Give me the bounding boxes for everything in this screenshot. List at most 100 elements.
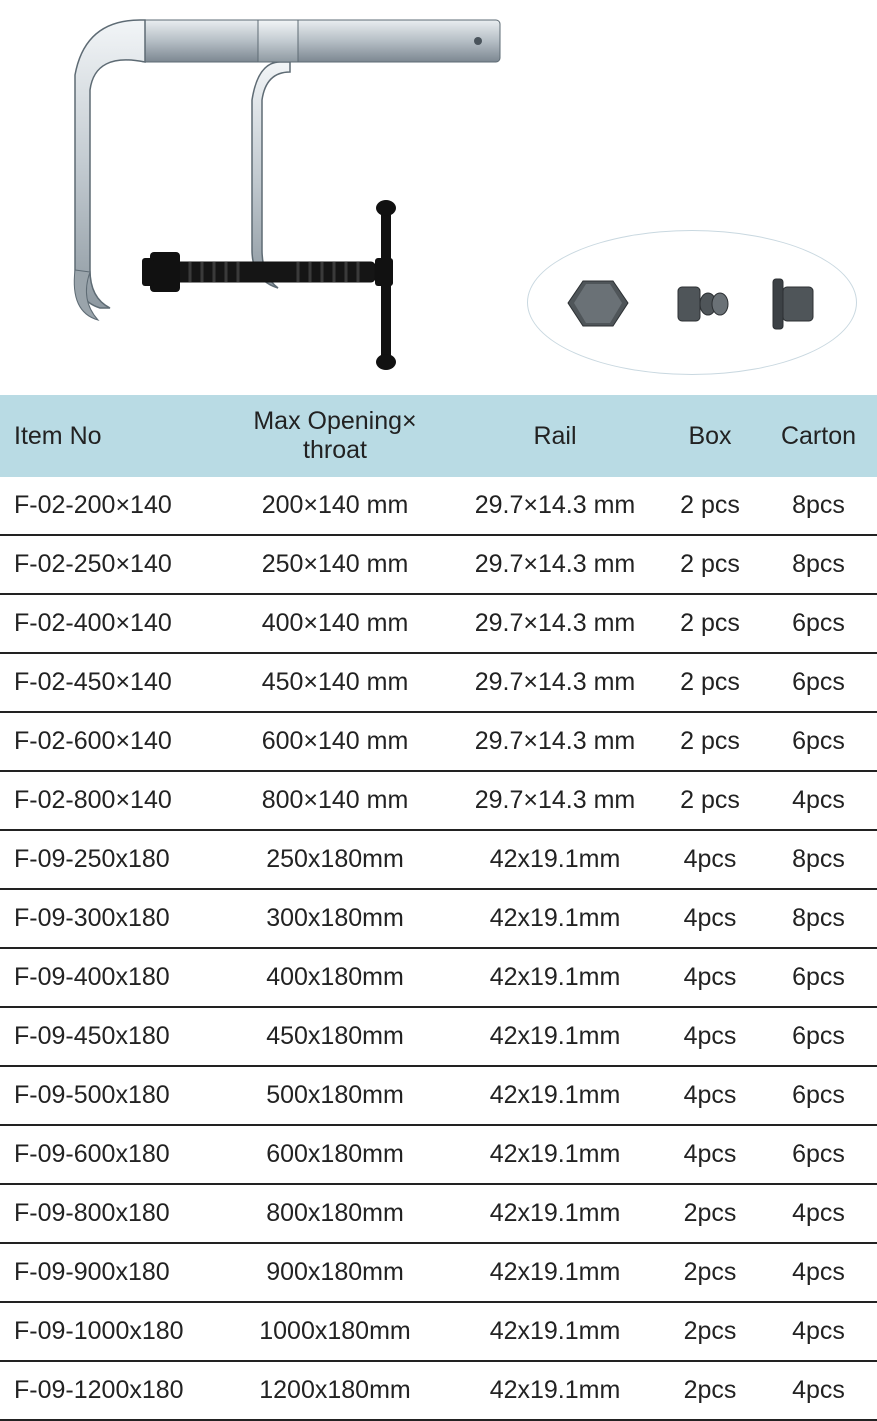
cell-carton: 6pcs — [760, 653, 877, 712]
cell-rail: 42x19.1mm — [450, 1302, 660, 1361]
table-row: F-02-200×140200×140 mm29.7×14.3 mm2 pcs8… — [0, 477, 877, 535]
cell-item: F-02-600×140 — [0, 712, 220, 771]
cell-rail: 29.7×14.3 mm — [450, 594, 660, 653]
table-row: F-09-400x180400x180mm42x19.1mm4pcs6pcs — [0, 948, 877, 1007]
cell-carton: 6pcs — [760, 1007, 877, 1066]
cell-box: 2 pcs — [660, 594, 760, 653]
cell-open: 400×140 mm — [220, 594, 450, 653]
cell-box: 2 pcs — [660, 477, 760, 535]
cell-carton: 6pcs — [760, 1125, 877, 1184]
cell-item: F-09-300x180 — [0, 889, 220, 948]
parts-detail-oval — [527, 230, 857, 375]
cell-box: 4pcs — [660, 1007, 760, 1066]
cell-box: 2pcs — [660, 1243, 760, 1302]
col-header-rail: Rail — [450, 395, 660, 477]
table-row: F-02-450×140450×140 mm29.7×14.3 mm2 pcs6… — [0, 653, 877, 712]
spec-table: Item No Max Opening× throat Rail Box Car… — [0, 395, 877, 1421]
cell-item: F-09-250x180 — [0, 830, 220, 889]
cell-rail: 42x19.1mm — [450, 948, 660, 1007]
table-header: Item No Max Opening× throat Rail Box Car… — [0, 395, 877, 477]
cell-carton: 8pcs — [760, 477, 877, 535]
cell-open: 600x180mm — [220, 1125, 450, 1184]
cell-item: F-09-1000x180 — [0, 1302, 220, 1361]
cell-box: 4pcs — [660, 889, 760, 948]
col-header-item: Item No — [0, 395, 220, 477]
cell-item: F-02-450×140 — [0, 653, 220, 712]
cell-rail: 29.7×14.3 mm — [450, 477, 660, 535]
table-row: F-09-450x180450x180mm42x19.1mm4pcs6pcs — [0, 1007, 877, 1066]
table-body: F-02-200×140200×140 mm29.7×14.3 mm2 pcs8… — [0, 477, 877, 1420]
col-header-carton: Carton — [760, 395, 877, 477]
cell-open: 450x180mm — [220, 1007, 450, 1066]
cell-carton: 8pcs — [760, 535, 877, 594]
cell-rail: 29.7×14.3 mm — [450, 712, 660, 771]
cell-open: 200×140 mm — [220, 477, 450, 535]
cell-rail: 42x19.1mm — [450, 1007, 660, 1066]
cell-open: 500x180mm — [220, 1066, 450, 1125]
cell-open: 250x180mm — [220, 830, 450, 889]
table-row: F-09-250x180250x180mm42x19.1mm4pcs8pcs — [0, 830, 877, 889]
cell-box: 2pcs — [660, 1184, 760, 1243]
cell-rail: 42x19.1mm — [450, 1243, 660, 1302]
cell-box: 4pcs — [660, 830, 760, 889]
cell-carton: 6pcs — [760, 1066, 877, 1125]
cell-open: 1000x180mm — [220, 1302, 450, 1361]
cell-open: 600×140 mm — [220, 712, 450, 771]
cell-carton: 4pcs — [760, 1361, 877, 1420]
cell-open: 450×140 mm — [220, 653, 450, 712]
table-row: F-09-900x180900x180mm42x19.1mm2pcs4pcs — [0, 1243, 877, 1302]
col-header-open: Max Opening× throat — [220, 395, 450, 477]
cell-item: F-02-400×140 — [0, 594, 220, 653]
clamp-icon — [30, 0, 510, 390]
table-row: F-09-500x180500x180mm42x19.1mm4pcs6pcs — [0, 1066, 877, 1125]
cell-carton: 4pcs — [760, 771, 877, 830]
cell-rail: 42x19.1mm — [450, 1066, 660, 1125]
cell-box: 2pcs — [660, 1361, 760, 1420]
cell-open: 300x180mm — [220, 889, 450, 948]
cell-box: 2 pcs — [660, 535, 760, 594]
cell-item: F-09-800x180 — [0, 1184, 220, 1243]
parts-icon — [528, 231, 858, 376]
table-row: F-09-800x180800x180mm42x19.1mm2pcs4pcs — [0, 1184, 877, 1243]
cell-carton: 4pcs — [760, 1243, 877, 1302]
cell-open: 1200x180mm — [220, 1361, 450, 1420]
cell-rail: 42x19.1mm — [450, 1361, 660, 1420]
cell-rail: 29.7×14.3 mm — [450, 535, 660, 594]
cell-item: F-09-900x180 — [0, 1243, 220, 1302]
cell-box: 4pcs — [660, 1066, 760, 1125]
product-illustration — [0, 0, 877, 395]
table-row: F-09-600x180600x180mm42x19.1mm4pcs6pcs — [0, 1125, 877, 1184]
cell-carton: 6pcs — [760, 948, 877, 1007]
cell-rail: 42x19.1mm — [450, 1125, 660, 1184]
cell-rail: 29.7×14.3 mm — [450, 771, 660, 830]
cell-item: F-09-500x180 — [0, 1066, 220, 1125]
cell-box: 2 pcs — [660, 653, 760, 712]
table-row: F-09-1200x1801200x180mm42x19.1mm2pcs4pcs — [0, 1361, 877, 1420]
table-row: F-09-1000x1801000x180mm42x19.1mm2pcs4pcs — [0, 1302, 877, 1361]
cell-open: 800×140 mm — [220, 771, 450, 830]
cell-open: 900x180mm — [220, 1243, 450, 1302]
cell-item: F-02-250×140 — [0, 535, 220, 594]
cell-open: 400x180mm — [220, 948, 450, 1007]
cell-item: F-09-600x180 — [0, 1125, 220, 1184]
table-row: F-02-400×140400×140 mm29.7×14.3 mm2 pcs6… — [0, 594, 877, 653]
cell-item: F-02-200×140 — [0, 477, 220, 535]
cell-item: F-09-400x180 — [0, 948, 220, 1007]
table-row: F-02-250×140250×140 mm29.7×14.3 mm2 pcs8… — [0, 535, 877, 594]
cell-carton: 6pcs — [760, 712, 877, 771]
cell-box: 2 pcs — [660, 771, 760, 830]
cell-rail: 42x19.1mm — [450, 889, 660, 948]
cell-carton: 4pcs — [760, 1302, 877, 1361]
table-row: F-02-600×140600×140 mm29.7×14.3 mm2 pcs6… — [0, 712, 877, 771]
cell-open: 800x180mm — [220, 1184, 450, 1243]
cell-box: 4pcs — [660, 948, 760, 1007]
cell-open: 250×140 mm — [220, 535, 450, 594]
cell-carton: 8pcs — [760, 830, 877, 889]
cell-item: F-09-450x180 — [0, 1007, 220, 1066]
cell-rail: 29.7×14.3 mm — [450, 653, 660, 712]
cell-box: 2pcs — [660, 1302, 760, 1361]
cell-carton: 6pcs — [760, 594, 877, 653]
table-row: F-02-800×140800×140 mm29.7×14.3 mm2 pcs4… — [0, 771, 877, 830]
cell-item: F-02-800×140 — [0, 771, 220, 830]
cell-carton: 4pcs — [760, 1184, 877, 1243]
